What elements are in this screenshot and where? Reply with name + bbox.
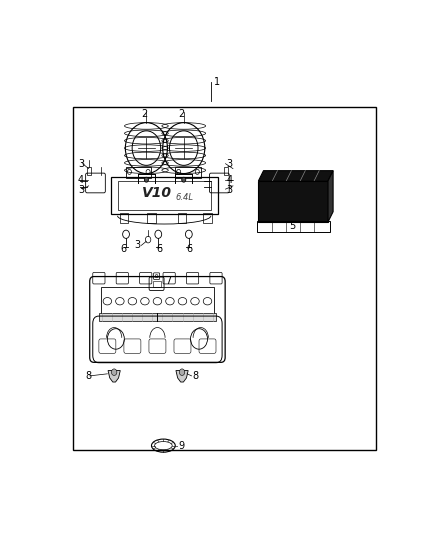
Text: 7: 7 <box>165 277 171 286</box>
Text: 1: 1 <box>214 77 220 87</box>
Text: 3: 3 <box>78 185 84 195</box>
Bar <box>99 313 216 321</box>
Circle shape <box>145 177 148 182</box>
Text: 6: 6 <box>187 244 193 254</box>
Text: 2: 2 <box>179 109 185 119</box>
Polygon shape <box>258 171 333 181</box>
Text: 6: 6 <box>156 244 162 254</box>
Bar <box>101 287 214 316</box>
Bar <box>111 177 218 214</box>
Bar <box>148 213 155 223</box>
Polygon shape <box>176 370 188 382</box>
Text: 3: 3 <box>226 159 232 168</box>
Bar <box>175 167 201 177</box>
Bar <box>87 166 91 175</box>
Polygon shape <box>328 171 333 222</box>
Text: 3: 3 <box>226 185 232 195</box>
Polygon shape <box>108 370 120 382</box>
Text: 4: 4 <box>226 175 232 185</box>
Text: 3: 3 <box>78 159 84 168</box>
Text: 3: 3 <box>134 240 141 251</box>
Text: V10: V10 <box>142 186 173 200</box>
Circle shape <box>111 369 117 375</box>
Circle shape <box>182 177 186 182</box>
Text: 5: 5 <box>289 221 295 231</box>
Bar <box>74 107 375 450</box>
Bar <box>152 281 161 287</box>
Bar <box>120 213 128 223</box>
Circle shape <box>179 369 185 375</box>
Bar <box>258 181 328 222</box>
Bar <box>117 181 211 209</box>
Bar <box>126 167 152 177</box>
Text: 8: 8 <box>192 371 198 381</box>
Bar <box>257 221 330 232</box>
Text: 6.4L: 6.4L <box>176 193 194 202</box>
Text: 9: 9 <box>179 441 185 450</box>
Text: 2: 2 <box>141 109 148 119</box>
Text: 4: 4 <box>78 175 84 185</box>
Text: 6: 6 <box>120 244 126 254</box>
Bar <box>178 213 186 223</box>
Text: 8: 8 <box>85 371 92 381</box>
Bar <box>203 213 212 223</box>
Bar <box>224 166 228 175</box>
